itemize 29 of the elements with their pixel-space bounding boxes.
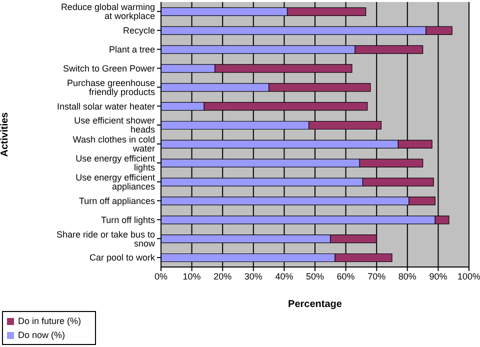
legend-label: Do now (%) [18, 330, 66, 340]
x-tick-label: 100% [457, 271, 480, 282]
y-tick-label: Wash clothes in cold water [72, 134, 155, 154]
x-tick-label: 20% [214, 271, 232, 282]
y-axis-title: Activities [0, 112, 11, 157]
y-tick-label: Use efficient shower heads [74, 116, 156, 135]
legend-label: Do in future (%) [18, 316, 82, 326]
x-tick-label: 80% [398, 271, 416, 282]
x-tick-label: 90% [429, 271, 448, 282]
y-tick-label: Share ride or take bus to snow [56, 229, 156, 248]
x-tick-label: 50% [306, 271, 324, 282]
y-tick-label: Turn off lights [100, 214, 156, 225]
y-tick-label: Car pool to work [89, 252, 156, 263]
y-tick-label: Use energy efficient lights [76, 154, 156, 173]
y-tick-label: Use energy efficient appliances [76, 172, 156, 192]
y-tick-label: Reduce global warming at workplace [60, 2, 155, 22]
x-tick-label: 40% [275, 271, 294, 282]
y-tick-label: Recycle [122, 26, 155, 36]
y-tick-label: Plant a tree [108, 44, 155, 55]
x-tick-label: 10% [182, 271, 201, 282]
y-tick-label: Purchase greenhouse friendly products [66, 78, 156, 97]
x-tick-label: 60% [336, 271, 355, 282]
x-tick-label: 70% [368, 271, 386, 282]
y-tick-label: Switch to Green Power [62, 63, 155, 74]
y-tick-label: Turn off appliances [78, 196, 156, 206]
y-tick-label: Install solar water heater [56, 101, 155, 112]
x-tick-label: 30% [244, 271, 262, 282]
x-tick-label: 0% [154, 271, 168, 282]
x-axis-title: Percentage [288, 299, 342, 310]
